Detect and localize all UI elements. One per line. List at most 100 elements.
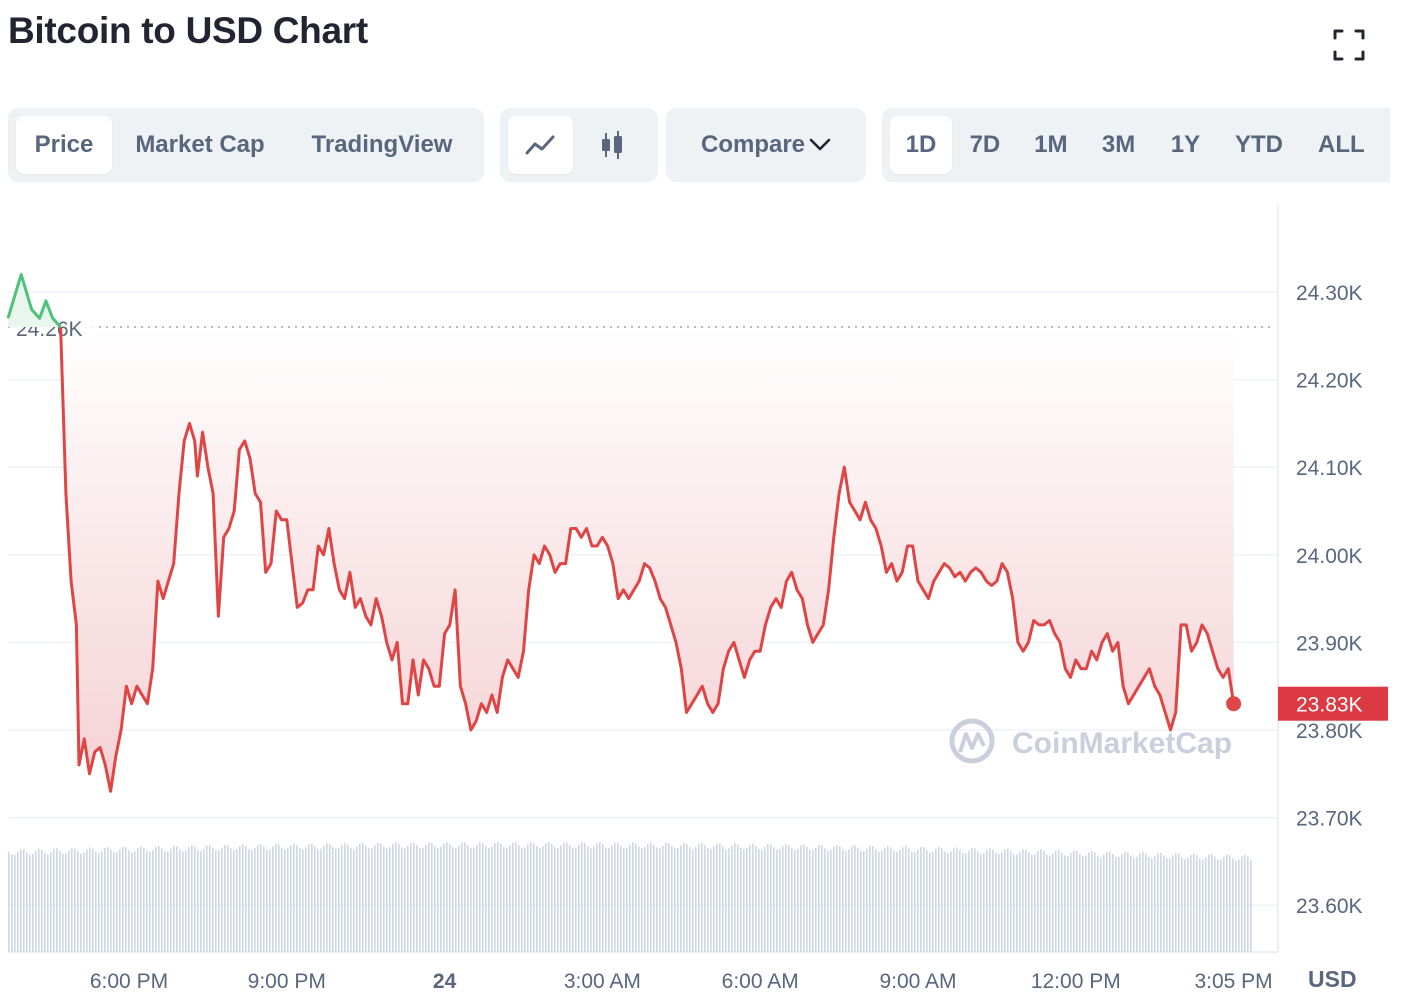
volume-bar [1034,854,1036,952]
volume-bar [1241,856,1243,952]
volume-bar [983,852,985,952]
volume-bar [1118,856,1120,952]
volume-bar [47,854,49,952]
volume-bar [1232,858,1234,952]
volume-bar [680,844,682,952]
volume-bar [1139,853,1141,952]
volume-bar [239,846,241,952]
candlestick-button[interactable] [573,116,650,174]
watermark: CoinMarketCap [949,718,1232,764]
volume-bar [578,844,580,952]
volume-bar [611,845,613,952]
volume-bar [50,852,52,952]
volume-bar [1136,856,1138,952]
volume-bar [1187,858,1189,952]
volume-bar [263,846,265,952]
volume-bar [44,853,46,952]
volume-bar [908,848,910,952]
volume-bar [254,847,256,952]
x-tick-label: 24 [433,970,457,993]
volume-bar [794,850,796,952]
volume-bar [914,852,916,952]
volume-bar [791,848,793,952]
volume-bar [734,843,736,952]
line-chart-button[interactable] [508,116,574,174]
tab-range-ytd[interactable]: YTD [1235,131,1283,158]
volume-bar [920,846,922,952]
volume-bar [644,846,646,952]
volume-bar [551,844,553,952]
volume-bar [1127,852,1129,952]
tab-price[interactable]: Price [16,116,112,174]
tab-market-cap[interactable]: Market Cap [135,131,265,158]
volume-bar [746,847,748,952]
volume-bar [320,848,322,952]
volume-bar [1115,856,1117,952]
x-tick-label: 6:00 PM [90,970,168,993]
volume-bar [17,852,19,952]
volume-bar [506,847,508,952]
volume-bar [1196,855,1198,952]
volume-bar [731,845,733,952]
fullscreen-icon[interactable] [1332,28,1366,62]
volume-bar [377,842,379,952]
tab-range-7d[interactable]: 7D [969,131,1001,158]
volume-bar [893,850,895,952]
volume-bar [854,845,856,952]
volume-bar [671,845,673,952]
volume-bar [635,843,637,952]
x-axis: 6:00 PM 9:00 PM 24 3:00 AM 6:00 AM 9:00 AM 12:… [90,970,1273,993]
volume-bar [416,845,418,952]
volume-bar [896,852,898,952]
volume-bar [134,851,136,952]
volume-bar [62,853,64,952]
volume-bar [713,846,715,952]
volume-bar [1037,851,1039,952]
up-series-line [6,273,62,329]
volume-bar [491,846,493,952]
volume-bar [35,850,37,952]
volume-bar [809,849,811,952]
tab-tradingview[interactable]: TradingView [311,131,453,158]
volume-bar [446,842,448,952]
tab-range-3m[interactable]: 3M [1101,131,1136,158]
tab-range-1y[interactable]: 1Y [1170,131,1201,158]
volume-bar [716,843,718,952]
volume-bar [314,846,316,952]
volume-bar [95,851,97,952]
tab-range-all[interactable]: ALL [1318,131,1365,158]
volume-bar [71,848,73,952]
volume-bar [1250,859,1252,952]
volume-bar [980,853,982,952]
volume-bar [359,843,361,952]
volume-bar [1028,852,1030,952]
volume-bar [1163,855,1165,952]
volume-bar [365,845,367,952]
volume-bar [386,848,388,952]
volume-bar [851,846,853,952]
volume-bar [779,849,781,952]
volume-bar [737,844,739,952]
tab-range-1m[interactable]: 1M [1034,131,1068,158]
volume-bar [521,847,523,952]
volume-bar [929,852,931,952]
volume-bar [419,847,421,952]
volume-bar [308,844,310,952]
volume-bar [764,846,766,952]
volume-bar [389,847,391,952]
y-tick-label: 24.00K [1296,545,1363,568]
volume-bar [371,848,373,952]
volume-bar [1160,852,1162,952]
volume-bar [812,850,814,952]
volume-bar [587,846,589,952]
compare-dropdown[interactable]: Compare v [674,131,858,159]
candlestick-icon [601,131,622,159]
tab-range-1d[interactable]: 1D [890,116,952,174]
volume-bar [233,850,235,952]
volume-bar [959,849,961,952]
volume-bar [1085,855,1087,952]
volume-bar [788,845,790,952]
volume-bar [404,848,406,952]
volume-bar [230,848,232,952]
